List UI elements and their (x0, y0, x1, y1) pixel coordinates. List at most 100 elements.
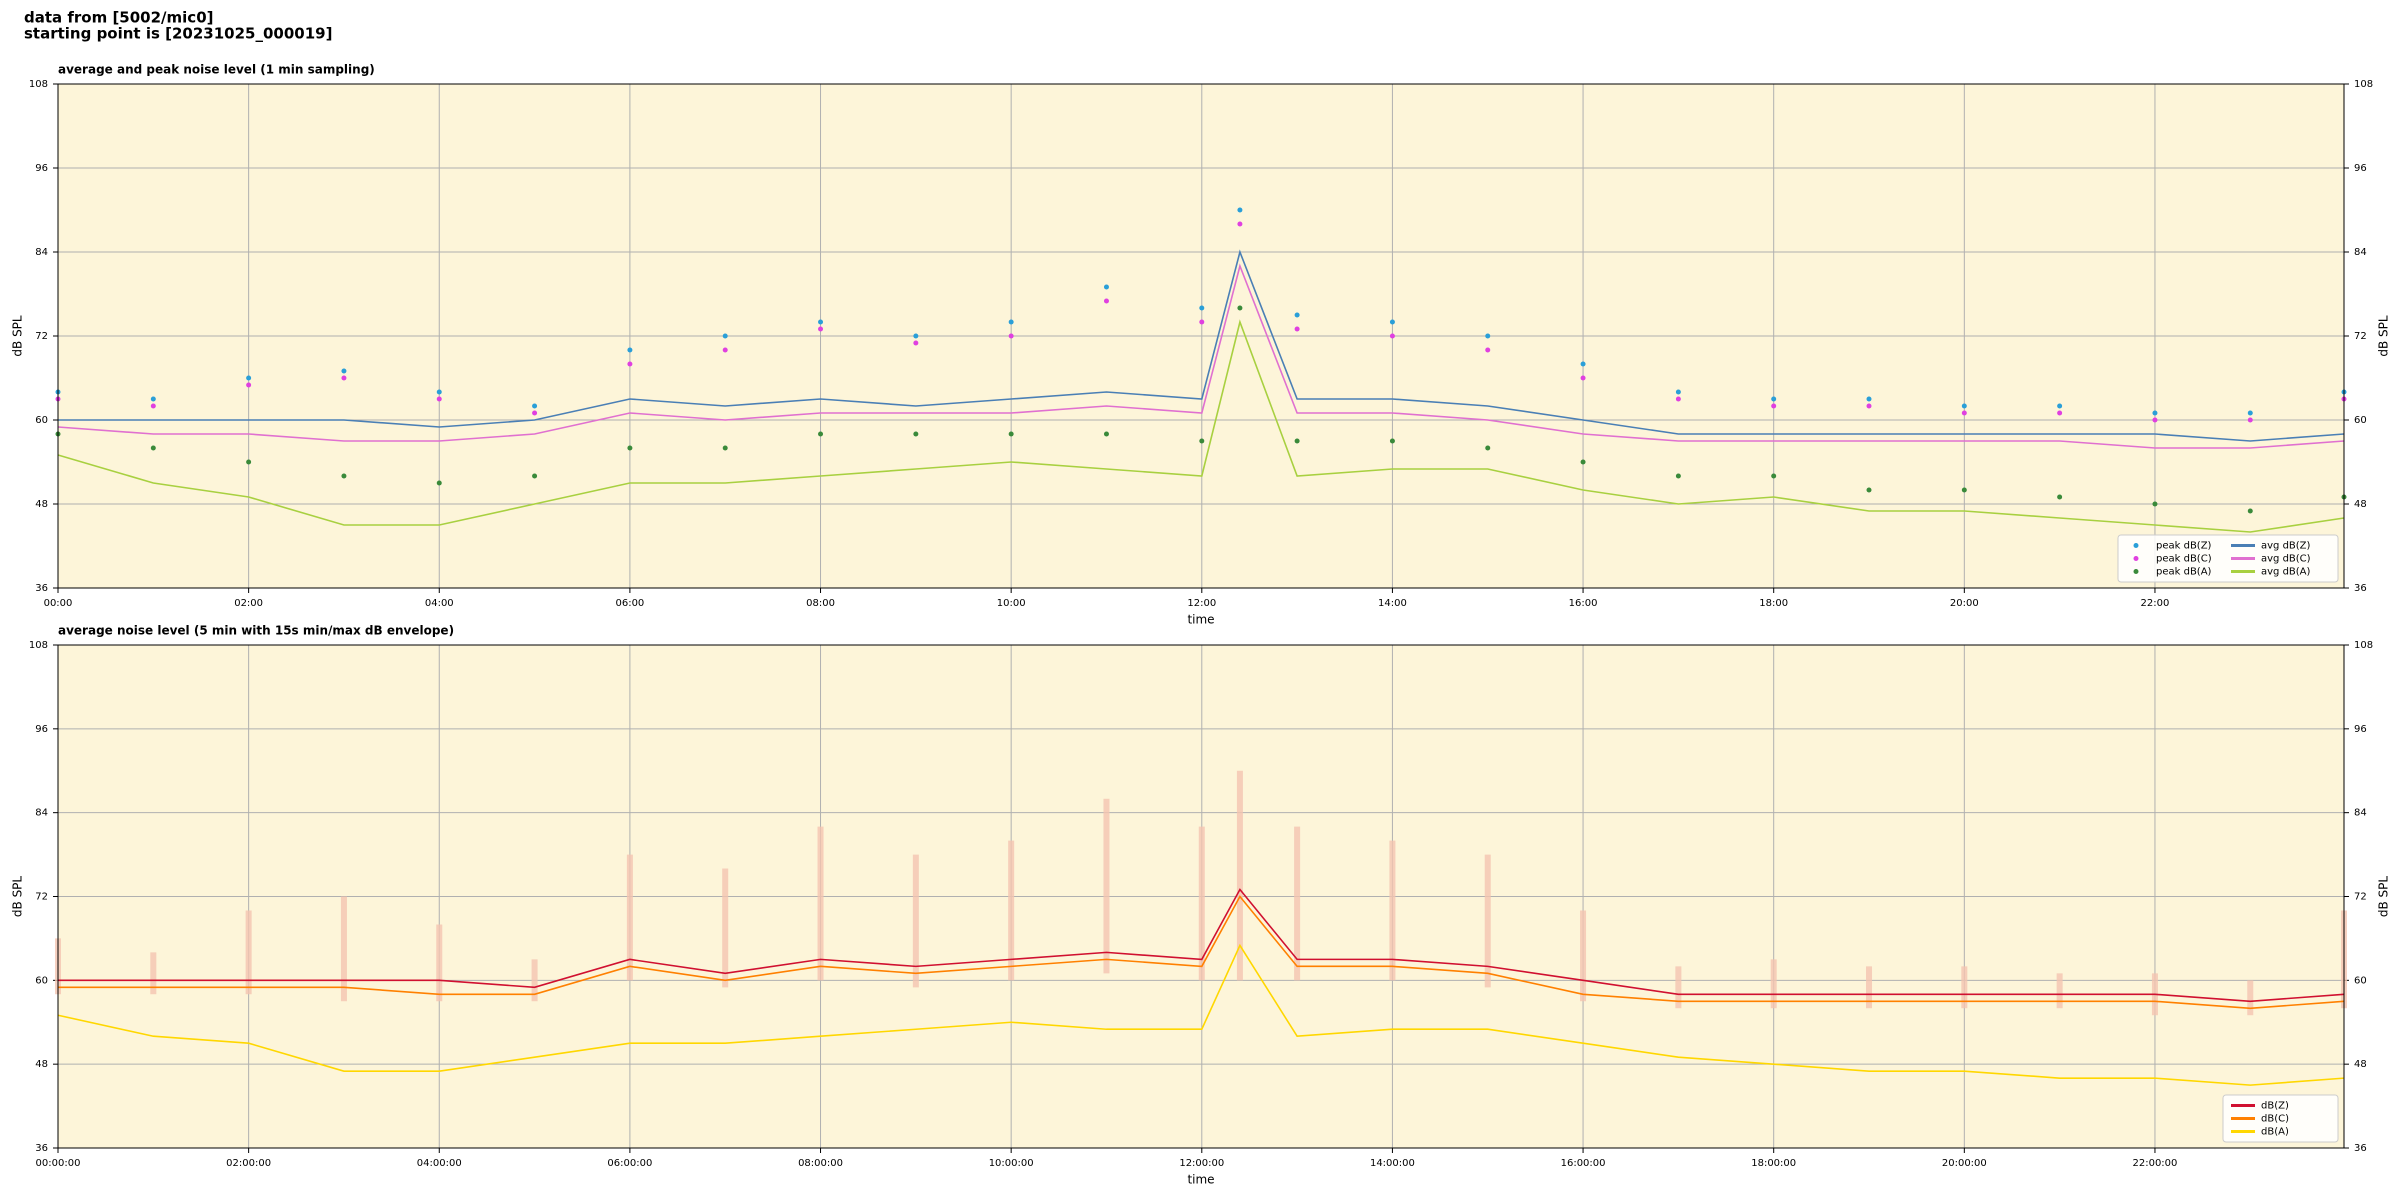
peak-point (341, 368, 347, 374)
y-tick-label: 108 (29, 79, 48, 90)
y-tick-label: 96 (35, 724, 48, 735)
peak-point (150, 396, 156, 402)
header-line: data from [5002/mic0] (24, 9, 214, 27)
legend-box (2117, 534, 2339, 583)
peak-point (1199, 305, 1205, 311)
peak-point (1485, 445, 1491, 451)
peak-point (1580, 375, 1586, 381)
peak-point (341, 473, 347, 479)
peak-point (2057, 403, 2063, 409)
legend-label: dB(C) (2261, 1114, 2289, 1125)
x-tick-label: 18:00 (1759, 598, 1788, 609)
peak-point (1103, 284, 1109, 290)
peak-point (246, 382, 252, 388)
x-tick-label: 22:00:00 (2132, 1158, 2177, 1169)
peak-point (341, 375, 347, 381)
peak-point (1389, 333, 1395, 339)
peak-point (2247, 417, 2253, 423)
peak-point (2247, 508, 2253, 514)
peak-point (722, 333, 728, 339)
peak-point (150, 403, 156, 409)
x-tick-label: 10:00 (997, 598, 1026, 609)
peak-point (1866, 403, 1872, 409)
x-tick-label: 08:00 (806, 598, 835, 609)
peak-point (818, 431, 824, 437)
peak-point (1580, 459, 1586, 465)
y2-axis-label: dB SPL (2377, 315, 2391, 357)
x-axis-label: time (1187, 1173, 1214, 1187)
y2-tick-label: 84 (2354, 808, 2367, 819)
legend-marker (2133, 543, 2139, 548)
peak-point (1485, 347, 1491, 353)
peak-point (1008, 319, 1014, 325)
y2-tick-label: 48 (2354, 1059, 2367, 1070)
x-tick-label: 00:00 (44, 598, 73, 609)
y-tick-label: 84 (35, 808, 48, 819)
peak-point (532, 403, 538, 409)
peak-point (1675, 396, 1681, 402)
peak-point (1103, 298, 1109, 304)
y-tick-label: 36 (35, 1143, 48, 1154)
x-tick-label: 02:00:00 (226, 1158, 271, 1169)
legend-label: avg dB(Z) (2261, 541, 2311, 552)
x-tick-label: 20:00:00 (1942, 1158, 1987, 1169)
y-tick-label: 60 (35, 975, 48, 986)
x-tick-label: 20:00 (1950, 598, 1979, 609)
series-line (57, 263, 2345, 449)
peak-point (1771, 473, 1777, 479)
peak-point (913, 340, 919, 346)
x-tick-label: 16:00:00 (1561, 1158, 1606, 1169)
series-line (58, 249, 2345, 442)
peak-point (627, 347, 633, 353)
x-tick-label: 06:00 (615, 598, 644, 609)
legend-label: peak dB(Z) (2156, 541, 2212, 552)
peak-point (1008, 431, 1014, 437)
x-tick-label: 00:00:00 (36, 1158, 81, 1169)
peak-point (722, 445, 728, 451)
peak-point (627, 361, 633, 367)
peak-point (913, 431, 919, 437)
peak-point (913, 333, 919, 339)
x-tick-label: 08:00:00 (798, 1158, 843, 1169)
peak-point (722, 347, 728, 353)
peak-point (1237, 305, 1243, 311)
y2-tick-label: 60 (2354, 975, 2367, 986)
x-tick-label: 06:00:00 (607, 1158, 652, 1169)
legend-label: dB(Z) (2261, 1101, 2289, 1112)
x-tick-label: 12:00 (1187, 598, 1216, 609)
peak-point (436, 396, 442, 402)
peak-point (1771, 403, 1777, 409)
peak-point (532, 473, 538, 479)
peak-point (1485, 333, 1491, 339)
legend-label: dB(A) (2261, 1127, 2289, 1138)
peak-point (1580, 361, 1586, 367)
legend-label: avg dB(A) (2261, 567, 2311, 578)
x-axis-label: time (1187, 613, 1214, 627)
peak-point (1866, 396, 1872, 402)
peak-point (436, 389, 442, 395)
peak-point (818, 319, 824, 325)
peak-point (1008, 333, 1014, 339)
peak-point (246, 459, 252, 465)
peak-point (532, 410, 538, 416)
y-tick-label: 36 (35, 583, 48, 594)
peak-point (2152, 410, 2158, 416)
peak-point (1771, 396, 1777, 402)
x-tick-label: 14:00 (1378, 598, 1407, 609)
x-tick-label: 12:00:00 (1179, 1158, 1224, 1169)
legend-label: peak dB(C) (2156, 554, 2212, 565)
peak-point (1675, 473, 1681, 479)
y2-tick-label: 36 (2354, 1143, 2367, 1154)
y-tick-label: 108 (29, 640, 48, 651)
plot-frame (57, 644, 2345, 1149)
y2-tick-label: 60 (2354, 415, 2367, 426)
chart-title: average noise level (5 min with 15s min/… (58, 624, 454, 638)
y-tick-label: 48 (35, 1059, 48, 1070)
peak-point (627, 445, 633, 451)
peak-point (1103, 431, 1109, 437)
legend-label: avg dB(C) (2261, 554, 2311, 565)
x-tick-label: 16:00 (1569, 598, 1598, 609)
peak-point (1199, 438, 1205, 444)
